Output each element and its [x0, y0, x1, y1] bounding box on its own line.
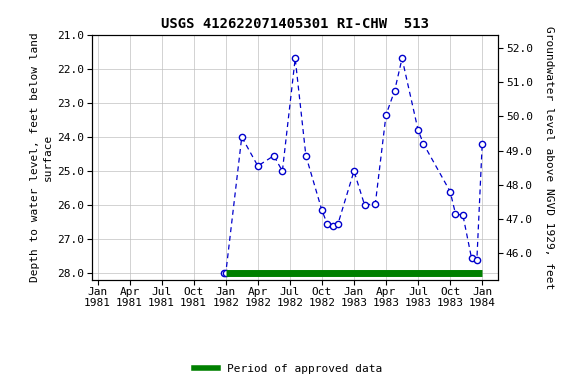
Title: USGS 412622071405301 RI-CHW  513: USGS 412622071405301 RI-CHW 513 — [161, 17, 429, 31]
Y-axis label: Groundwater level above NGVD 1929, feet: Groundwater level above NGVD 1929, feet — [544, 26, 554, 289]
Legend: Period of approved data: Period of approved data — [190, 359, 386, 379]
Y-axis label: Depth to water level, feet below land
surface: Depth to water level, feet below land su… — [30, 33, 54, 282]
